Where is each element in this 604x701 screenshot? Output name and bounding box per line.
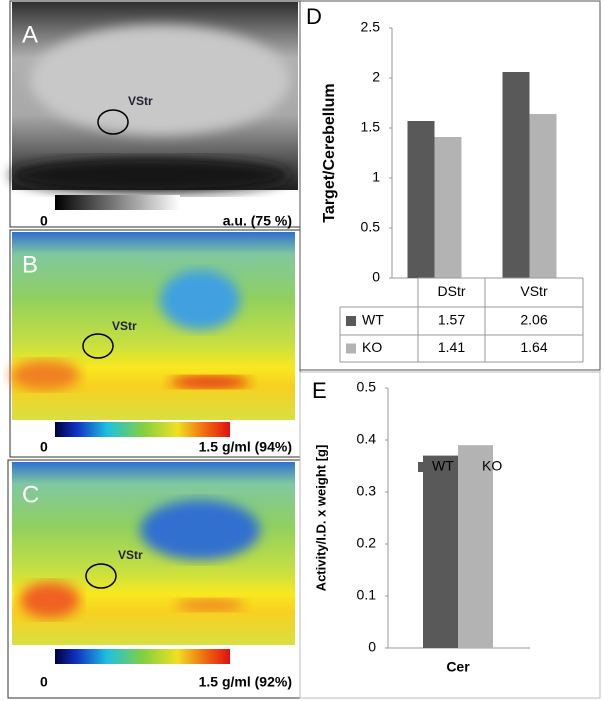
y-tick-label: 0.2 [357, 535, 377, 551]
y-tick-label: 1.5 [361, 119, 381, 135]
roi-circle [97, 109, 129, 135]
panel-frame [299, 371, 601, 699]
legend-label: KO [362, 339, 382, 355]
y-tick-label: 0 [368, 639, 376, 655]
scale-min: 0 [40, 439, 48, 455]
mri-image [10, 2, 298, 193]
panel-label: D [306, 4, 322, 29]
bar [529, 114, 557, 278]
x-tick-label: Cer [446, 659, 470, 675]
bar [423, 455, 458, 648]
bar [407, 121, 435, 278]
y-tick-label: 0.5 [361, 219, 381, 235]
colorbar [55, 195, 180, 210]
legend-swatch [346, 343, 356, 354]
panel-frame [299, 0, 601, 371]
y-tick-label: 0.3 [357, 483, 377, 499]
colorbar [55, 649, 230, 664]
roi-label: VStr [112, 319, 137, 333]
x-tick-label: VStr [520, 283, 548, 299]
data-label: 1.41 [438, 339, 465, 355]
roi-circle [85, 563, 117, 589]
colorbar [55, 422, 230, 437]
y-axis-label: Activity/I.D. x weight [g] [313, 445, 328, 592]
bar [458, 445, 493, 648]
y-tick-label: 2 [372, 69, 380, 85]
panel-label: E [312, 378, 327, 403]
y-tick-label: 0 [372, 269, 380, 285]
scale-max: a.u. (75 %) [223, 213, 292, 229]
legend-swatch [418, 462, 428, 472]
scale-max: 1.5 g/ml (92%) [199, 674, 292, 690]
data-label: 2.06 [520, 312, 547, 328]
legend-label: WT [362, 312, 384, 328]
scale-max: 1.5 g/ml (94%) [199, 439, 292, 455]
y-tick-label: 2.5 [361, 19, 381, 35]
legend-swatch [346, 316, 356, 326]
scale-min: 0 [40, 213, 48, 229]
y-tick-label: 0.5 [357, 379, 377, 395]
y-axis-label: Target/Cerebellum [321, 83, 338, 222]
data-label: 1.57 [438, 312, 465, 328]
bar [502, 72, 530, 278]
heatmap-image [12, 462, 295, 645]
y-tick-label: 0.1 [357, 587, 377, 603]
bar [434, 137, 462, 278]
scale-min: 0 [40, 674, 48, 690]
y-tick-label: 0.4 [357, 431, 377, 447]
roi-circle [82, 333, 114, 359]
panel-label: A [22, 21, 38, 48]
panel-label: C [22, 481, 39, 508]
roi-label: VStr [128, 94, 153, 108]
legend-label: KO [482, 458, 502, 474]
heatmap-image [10, 232, 295, 420]
data-label: 1.64 [520, 339, 547, 355]
x-tick-label: DStr [438, 283, 466, 299]
y-tick-label: 1 [372, 169, 380, 185]
legend-swatch [468, 462, 478, 472]
panel-label: B [22, 251, 38, 278]
roi-label: VStr [118, 548, 143, 562]
legend-label: WT [432, 458, 454, 474]
